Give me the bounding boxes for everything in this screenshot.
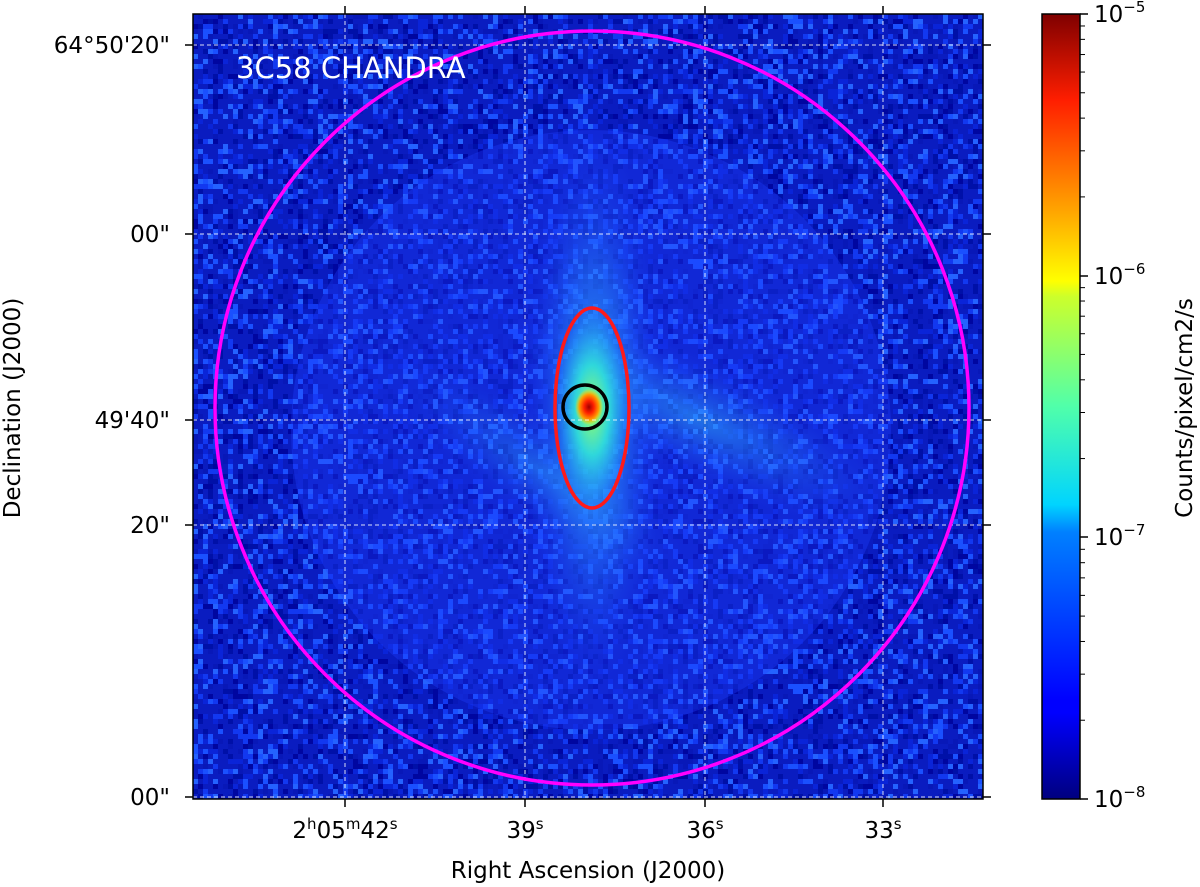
colorbar-tick-label: 10−5 — [1094, 0, 1145, 28]
x-axis-label: Right Ascension (J2000) — [451, 858, 726, 884]
colorbar-tick-label: 10−7 — [1094, 521, 1145, 551]
image-title: 3C58 CHANDRA — [236, 51, 466, 85]
dec-tick-label: 64°50'20" — [54, 33, 170, 59]
dec-tick-label: 00" — [130, 222, 170, 248]
y-axis-label: Declination (J2000) — [0, 298, 26, 519]
ra-tick-label: 39s — [506, 815, 543, 844]
dec-tick-labels: 64°50'20" 00" 49'40" 20" 00" — [54, 33, 170, 811]
dec-tick-label: 00" — [130, 785, 170, 811]
xray-image: 3C58 CHANDRA — [193, 14, 983, 799]
coordinate-grid — [193, 14, 983, 799]
colorbar-tick-label: 10−8 — [1094, 783, 1145, 813]
ra-tick-label: 33s — [864, 815, 901, 844]
colorbar: 10−5 10−6 10−7 10−8 Counts/pixel/cm2/s — [1041, 0, 1198, 813]
ra-tick-label: 2h05m42s — [292, 815, 397, 844]
image-frame — [192, 13, 984, 800]
colorbar-gradient — [1041, 13, 1081, 800]
dec-tick-label: 20" — [130, 513, 170, 539]
pulsar-region-circle — [561, 383, 609, 431]
ra-tick-label: 36s — [686, 815, 723, 844]
ra-tick-labels: 2h05m42s 39s 36s 33s — [292, 815, 901, 844]
colorbar-label: Counts/pixel/cm2/s — [1172, 298, 1198, 518]
colorbar-tick-label: 10−6 — [1094, 260, 1145, 290]
dec-tick-label: 49'40" — [95, 408, 170, 434]
outer-region-circle — [213, 29, 971, 787]
nebula-region-ellipse — [553, 306, 631, 510]
